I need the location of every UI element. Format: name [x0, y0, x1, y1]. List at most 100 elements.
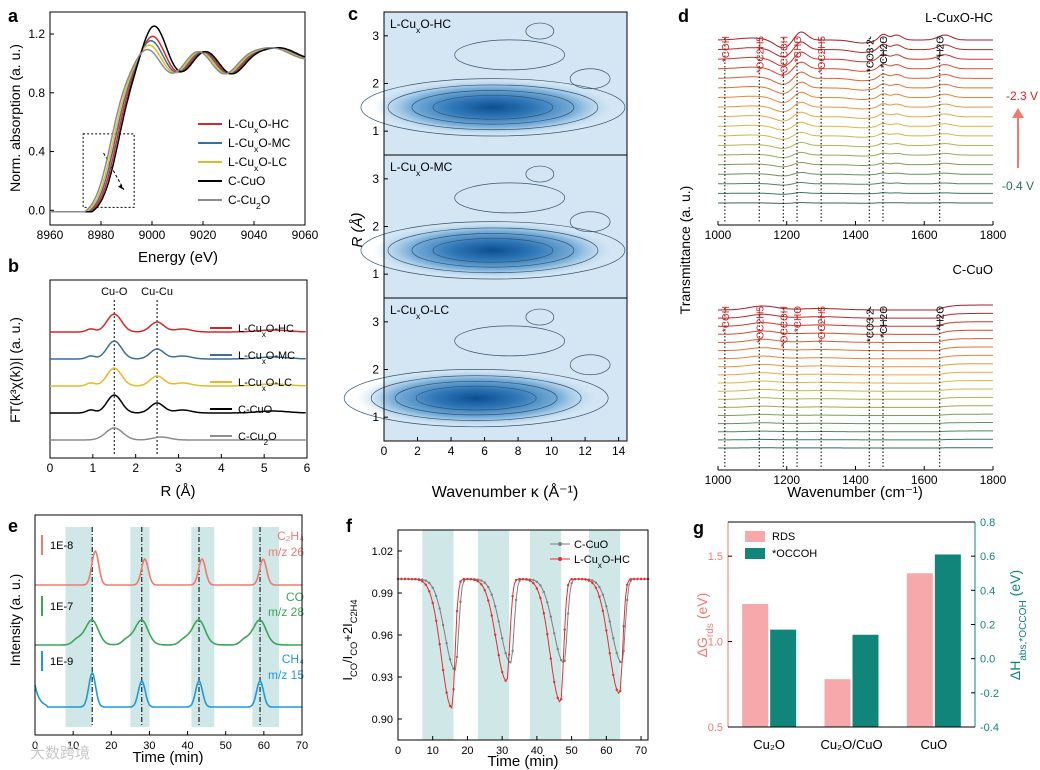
panel-f-x-tick-label: 70: [635, 745, 647, 757]
panel-c-contour: [411, 233, 575, 268]
panel-d-band-label: *OC2H5: [817, 36, 828, 74]
panel-f-point: [507, 653, 511, 656]
panel-d-spectrum: [718, 422, 993, 425]
panel-g-letter: g: [693, 518, 704, 538]
text-span: L-Cu: [228, 136, 254, 150]
panel-b-series-label: L-CuxO-MC: [238, 350, 295, 366]
panel-c-y-tick-label: 2: [372, 363, 379, 377]
panel-f-point: [559, 658, 563, 662]
panel-d-spectrum: [718, 41, 993, 58]
panel-f-point: [563, 628, 566, 631]
panel-a-legend-label: L-CuxO-LC: [228, 155, 287, 173]
panel-c-contour: [432, 238, 554, 263]
panel-f-point: [521, 577, 525, 581]
text-span: x: [598, 561, 602, 570]
panel-d-spectrum: [718, 202, 993, 204]
panel-e-letter: e: [8, 516, 18, 536]
panel-f-point: [622, 624, 625, 628]
panel-f-y-tick-label: 0.93: [372, 672, 393, 684]
panel-f-point: [410, 577, 414, 581]
text-span: C-CuO: [574, 539, 609, 551]
panel-f-point: [570, 578, 573, 581]
panel-e-series-1: [35, 619, 302, 646]
panel-a-legend-label: C-Cu2O: [228, 193, 270, 211]
panel-b-x-tick-label: 1: [89, 461, 96, 475]
panel-g-right-tick-label: 0.0: [980, 654, 995, 666]
text-span: O-LC: [266, 377, 292, 389]
panel-f-point: [556, 696, 559, 700]
panel-d-band-label: *CHO: [793, 306, 804, 332]
panel-a-x-tick-label: 9000: [139, 228, 166, 242]
panel-e-x-tick-label: 50: [220, 740, 232, 752]
panel-f-point: [448, 704, 452, 708]
panel-f-x-tick-label: 50: [565, 745, 577, 757]
panel-d-ylabel: Transmittance (a. u.): [677, 186, 693, 315]
panel-a-series-3: [50, 25, 306, 213]
panel-d-band-label: *H2O: [936, 36, 947, 61]
panel-f-point: [421, 580, 424, 583]
panel-e-x-tick-label: 0: [32, 740, 38, 752]
panel-e-shade: [252, 527, 280, 727]
panel-f-xlabel: Time (min): [487, 753, 558, 770]
panel-d-spectrum: [717, 101, 993, 113]
panel-c-contour: [394, 380, 558, 416]
panel-f-point: [629, 578, 632, 581]
panel-f-point: [553, 680, 556, 684]
panel-f-point: [608, 652, 612, 655]
panel-f-point: [414, 578, 417, 581]
text-span: O: [261, 193, 270, 207]
panel-a-x-tick-label: 9020: [190, 228, 217, 242]
panel-c-y-tick-label: 1: [372, 410, 379, 424]
panel-f-legend-marker: [558, 542, 562, 546]
panel-d-spectrum: [718, 192, 993, 195]
text-span: x: [262, 330, 266, 339]
panel-f-point: [483, 581, 487, 584]
panel-f-point: [480, 583, 483, 586]
panel-f-x-tick-label: 40: [531, 745, 543, 757]
panel-f-point: [448, 658, 452, 661]
text-span: C2H4: [349, 599, 359, 623]
panel-d-spectrum: [718, 131, 993, 140]
panel-e-series-label: m/z 28: [268, 605, 304, 619]
panel-f-point: [546, 601, 549, 604]
panel-f-point: [625, 583, 629, 586]
panel-c-subplot-title: L-CuxO-LC: [390, 303, 449, 321]
panel-d-spectrum: [718, 151, 993, 159]
panel-g-bar-occoh: [934, 554, 961, 727]
panel-f-point: [594, 586, 598, 589]
panel-a-y-tick-label: 0.4: [28, 145, 45, 159]
panel-f-point: [497, 620, 500, 623]
text-span: L-Cu: [390, 303, 416, 317]
panel-g-left-tick-label: 1.5: [708, 551, 723, 563]
panel-d-band-label: *CH2O: [879, 36, 890, 68]
panel-f-point: [452, 688, 455, 691]
panel-f-point: [459, 600, 462, 603]
panel-f-x-tick-label: 0: [395, 745, 401, 757]
panel-c-hotspot: [356, 370, 597, 427]
panel-c-contour-right: [569, 354, 611, 376]
panel-g-right-tick-label: 0.4: [980, 585, 995, 597]
panel-f-point: [514, 598, 518, 602]
panel-d-spectrum: [718, 31, 993, 49]
panel-f-point: [476, 580, 480, 583]
panel-c-contour-small: [525, 22, 555, 40]
panel-g-ylabel-left: ΔGrds (eV): [694, 593, 716, 658]
panel-f-point: [500, 670, 504, 674]
panel-d-x-tick-label: 1400: [842, 228, 869, 242]
text-span: x: [262, 357, 266, 366]
panel-e-series-label: CH₄: [282, 652, 304, 666]
panel-c-y-tick-label: 2: [372, 220, 379, 234]
panel-d-spectrum: [718, 161, 993, 168]
panel-c-x-tick-label: 0: [381, 444, 388, 458]
text-span: C-CuO: [238, 404, 273, 416]
panel-f-x-tick-label: 10: [427, 745, 439, 757]
panel-a-x-tick-label: 8980: [88, 228, 115, 242]
panel-a-letter: a: [8, 6, 19, 26]
panel-d-spectrum: [718, 396, 993, 400]
panel-g-legend-swatch: [745, 531, 765, 542]
panel-f-x-tick-label: 30: [496, 745, 508, 757]
panel-f-point: [518, 577, 521, 581]
panel-f-point: [490, 614, 493, 617]
panel-c-contour: [432, 95, 554, 120]
